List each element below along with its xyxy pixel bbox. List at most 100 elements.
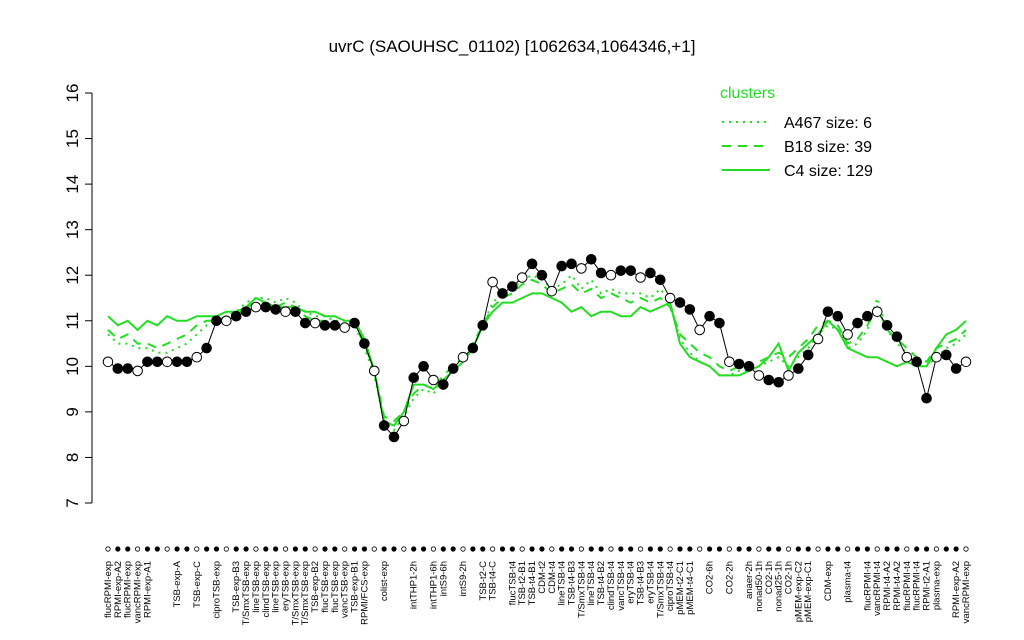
rug-dot: [657, 546, 663, 552]
point: [536, 269, 548, 281]
x-tick-label: TSB-exp-B3: [231, 561, 242, 613]
x-tick-label: lineTSB-exp: [251, 561, 262, 613]
point: [388, 431, 400, 443]
rug-dot: [904, 546, 910, 552]
rug-dot: [460, 546, 466, 552]
point: [783, 370, 794, 381]
x-tick-label: clindTSB-t4: [606, 561, 617, 610]
point: [270, 304, 281, 315]
point: [960, 356, 972, 368]
x-tick-label: intTHP1-2h: [409, 561, 420, 609]
point: [832, 310, 844, 322]
point: [487, 276, 498, 288]
rug-dot: [332, 546, 338, 552]
point: [654, 274, 666, 286]
rug-dot: [342, 546, 348, 552]
x-tick-label: T/SmxTSB-exp: [290, 561, 301, 625]
cluster-line: [107, 273, 967, 432]
x-tick-label: TSB-t4-B1: [527, 561, 538, 605]
x-tick-label: RPMI/FCS-exp: [359, 561, 370, 625]
rug-dot: [490, 546, 496, 552]
rug-dot: [549, 546, 555, 552]
x-tick-label: plasma-exp: [931, 561, 942, 610]
point: [467, 342, 479, 354]
rug-dot: [282, 546, 289, 552]
rug-dot: [519, 546, 525, 552]
point: [556, 260, 567, 272]
rug-dot: [716, 546, 723, 552]
x-tick-label: flucTSB-exp: [320, 561, 331, 613]
x-tick-label: CDM-t4: [547, 561, 558, 594]
rug-dot: [539, 546, 545, 552]
x-tick-label: TSB-exp-B1: [350, 561, 361, 613]
rug-dot: [223, 546, 229, 552]
rug-dot: [450, 546, 456, 552]
point: [615, 265, 627, 276]
rug-dot: [371, 546, 377, 552]
x-tick-label: flucRPMI-t4: [902, 561, 913, 611]
point: [635, 272, 646, 283]
rug-dot: [776, 546, 782, 552]
rug-dot: [509, 546, 515, 552]
point: [132, 365, 143, 377]
x-tick-label: TSB-exp-B2: [310, 561, 321, 613]
point: [368, 365, 380, 377]
x-tick-label: CO2-1h: [764, 561, 775, 594]
point: [329, 320, 341, 331]
point: [290, 306, 301, 317]
rug-dot: [480, 546, 486, 552]
y-tick-label: 9: [63, 407, 82, 416]
y-tick-label: 7: [63, 498, 82, 507]
point: [428, 374, 439, 386]
rug-dot: [134, 546, 141, 552]
rug-dot: [263, 546, 269, 552]
x-tick-label: RPMI-exp-A1: [142, 561, 153, 618]
point: [842, 329, 853, 340]
point: [793, 363, 804, 374]
point: [359, 338, 370, 349]
x-tick-label: TSB-t4-B3: [636, 561, 647, 605]
rug-dot: [884, 546, 890, 552]
point: [378, 420, 390, 431]
rug-dot: [726, 546, 732, 552]
rug-dot: [164, 546, 170, 552]
point: [753, 370, 765, 381]
rug-dot: [568, 546, 575, 552]
point: [625, 265, 636, 276]
point: [438, 379, 449, 390]
x-tick-label: intS9-2h: [458, 561, 469, 596]
rug-dot: [736, 546, 742, 552]
cluster-line: [107, 278, 967, 423]
point: [812, 333, 824, 345]
point: [260, 301, 272, 313]
x-tick-label: nonad25-1h: [774, 561, 785, 612]
rug-dot: [559, 546, 565, 552]
point: [773, 376, 784, 388]
x-tick-label: TSB-exp-C: [192, 561, 203, 608]
point: [674, 297, 686, 308]
point: [299, 317, 311, 329]
point: [566, 258, 577, 270]
rug-dot: [963, 546, 969, 552]
point: [319, 320, 331, 331]
point: [122, 363, 134, 374]
rug-dot: [608, 546, 614, 552]
rug-dot: [243, 546, 249, 552]
chart-title: uvrC (SAOUHSC_01102) [1062634,1064346,+1…: [329, 37, 696, 56]
rug-dot: [618, 546, 624, 552]
x-tick-label: intTHP1-6h: [428, 561, 439, 609]
point: [497, 288, 508, 299]
point: [418, 361, 429, 372]
rug-dot: [470, 546, 476, 552]
y-tick-label: 13: [63, 220, 82, 239]
rug-dot: [174, 546, 180, 552]
point: [171, 356, 183, 368]
legend-title: clusters: [720, 85, 775, 102]
x-tick-label: nonad50-1h: [754, 561, 765, 612]
point: [526, 258, 538, 270]
x-tick-label: clindTSB-exp: [261, 561, 272, 618]
y-tick-label: 16: [63, 84, 82, 103]
point: [152, 356, 163, 368]
point: [733, 358, 745, 370]
point: [576, 263, 587, 274]
